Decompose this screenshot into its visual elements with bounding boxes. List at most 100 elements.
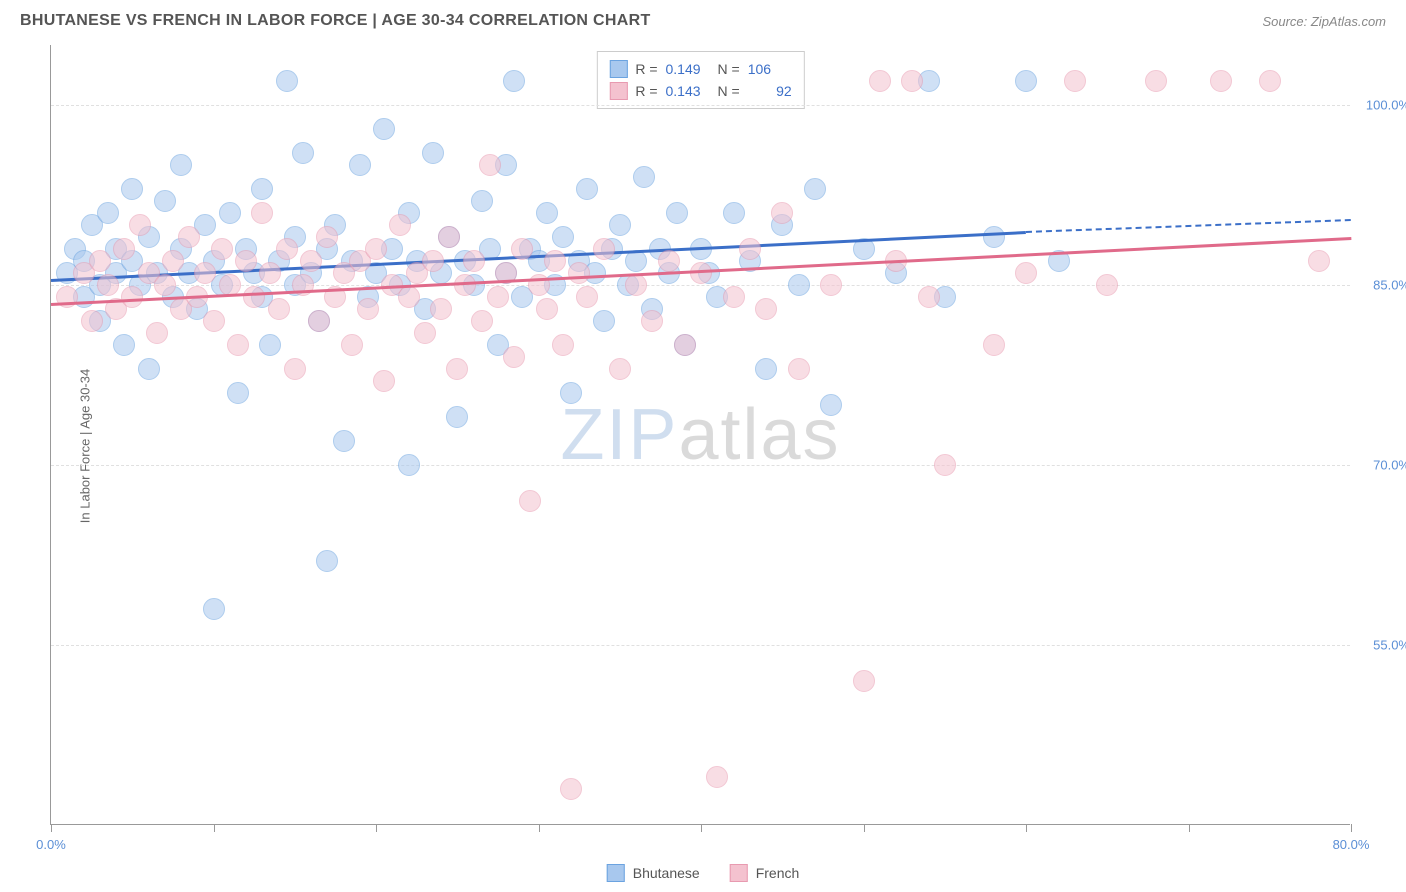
stat-n-value-french: 92 [748, 80, 792, 102]
data-point-french [869, 70, 891, 92]
x-tick [1026, 824, 1027, 832]
legend-label-french: French [756, 865, 800, 881]
data-point-french [154, 274, 176, 296]
x-tick [1189, 824, 1190, 832]
data-point-french [674, 334, 696, 356]
gridline-h [51, 285, 1350, 286]
x-tick [376, 824, 377, 832]
legend-item-bhutanese: Bhutanese [607, 864, 700, 882]
chart-plot-area: ZIPatlas R = 0.149 N = 106 R = 0.143 N =… [50, 45, 1350, 825]
data-point-french [1308, 250, 1330, 272]
y-tick-label: 55.0% [1373, 638, 1406, 653]
data-point-french [755, 298, 777, 320]
data-point-french [593, 238, 615, 260]
x-tick [539, 824, 540, 832]
data-point-french [422, 250, 444, 272]
stat-r-value-bhutanese: 0.149 [666, 58, 710, 80]
data-point-bhutanese [373, 118, 395, 140]
data-point-bhutanese [276, 70, 298, 92]
data-point-french [519, 490, 541, 512]
data-point-french [487, 286, 509, 308]
data-point-bhutanese [755, 358, 777, 380]
data-point-bhutanese [625, 250, 647, 272]
data-point-french [438, 226, 460, 248]
data-point-bhutanese [259, 334, 281, 356]
data-point-french [1096, 274, 1118, 296]
data-point-french [471, 310, 493, 332]
data-point-french [194, 262, 216, 284]
data-point-bhutanese [633, 166, 655, 188]
data-point-french [398, 286, 420, 308]
y-tick-label: 70.0% [1373, 458, 1406, 473]
x-tick [1351, 824, 1352, 832]
swatch-french [609, 82, 627, 100]
data-point-french [446, 358, 468, 380]
data-point-french [771, 202, 793, 224]
watermark-atlas: atlas [678, 395, 840, 475]
stat-r-label: R = [635, 80, 657, 102]
data-point-bhutanese [446, 406, 468, 428]
data-point-french [552, 334, 574, 356]
data-point-french [454, 274, 476, 296]
data-point-bhutanese [138, 358, 160, 380]
data-point-bhutanese [292, 142, 314, 164]
data-point-french [300, 250, 322, 272]
data-point-french [536, 298, 558, 320]
data-point-french [365, 238, 387, 260]
data-point-french [739, 238, 761, 260]
legend-label-bhutanese: Bhutanese [633, 865, 700, 881]
legend-swatch-bhutanese [607, 864, 625, 882]
data-point-french [97, 274, 119, 296]
data-point-bhutanese [593, 310, 615, 332]
stat-r-value-french: 0.143 [666, 80, 710, 102]
data-point-french [259, 262, 281, 284]
chart-title: BHUTANESE VS FRENCH IN LABOR FORCE | AGE… [20, 12, 651, 30]
data-point-french [658, 250, 680, 272]
data-point-french [243, 286, 265, 308]
data-point-french [1145, 70, 1167, 92]
data-point-french [560, 778, 582, 800]
data-point-bhutanese [820, 394, 842, 416]
data-point-french [430, 298, 452, 320]
data-point-french [1015, 262, 1037, 284]
data-point-french [276, 238, 298, 260]
data-point-french [479, 154, 501, 176]
stats-row-french: R = 0.143 N = 92 [609, 80, 791, 102]
x-tick [51, 824, 52, 832]
data-point-french [235, 250, 257, 272]
stat-n-value-bhutanese: 106 [748, 58, 792, 80]
data-point-bhutanese [1015, 70, 1037, 92]
data-point-french [316, 226, 338, 248]
data-point-bhutanese [251, 178, 273, 200]
data-point-french [568, 262, 590, 284]
data-point-bhutanese [576, 178, 598, 200]
data-point-bhutanese [788, 274, 810, 296]
legend-swatch-french [730, 864, 748, 882]
data-point-bhutanese [723, 202, 745, 224]
swatch-bhutanese [609, 60, 627, 78]
bottom-legend: Bhutanese French [607, 864, 800, 882]
data-point-french [625, 274, 647, 296]
x-tick-label: 0.0% [36, 837, 66, 852]
data-point-french [227, 334, 249, 356]
data-point-bhutanese [349, 154, 371, 176]
data-point-french [463, 250, 485, 272]
data-point-french [544, 250, 566, 272]
gridline-h [51, 465, 1350, 466]
data-point-french [1064, 70, 1086, 92]
legend-item-french: French [730, 864, 800, 882]
data-point-bhutanese [536, 202, 558, 224]
y-tick-label: 85.0% [1373, 278, 1406, 293]
stat-n-label: N = [718, 80, 740, 102]
stat-n-label: N = [718, 58, 740, 80]
data-point-bhutanese [804, 178, 826, 200]
x-tick [864, 824, 865, 832]
x-tick [701, 824, 702, 832]
data-point-french [162, 250, 184, 272]
data-point-french [1259, 70, 1281, 92]
watermark: ZIPatlas [560, 394, 840, 476]
data-point-french [1210, 70, 1232, 92]
watermark-zip: ZIP [560, 395, 678, 475]
data-point-bhutanese [503, 70, 525, 92]
data-point-bhutanese [316, 550, 338, 572]
